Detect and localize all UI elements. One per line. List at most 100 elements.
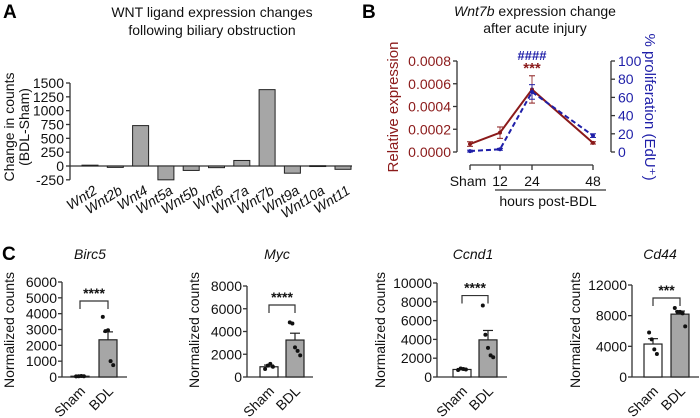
y-tick-label: 250 [41, 144, 65, 160]
data-point [111, 363, 116, 368]
y-tick-label: 4000 [211, 324, 242, 340]
chart-title: Ccnd1 [453, 246, 493, 262]
y-axis-label-right: % proliferation (EdU⁺) [641, 33, 658, 180]
bar-Wnt6 [208, 165, 225, 169]
data-point [491, 355, 496, 360]
data-point [647, 330, 652, 335]
y-axis-label-left: Relative expression [385, 42, 402, 173]
bar-bdl [98, 339, 118, 378]
y-tick-label: 5000 [26, 290, 57, 306]
y-tick-label-right: 80 [618, 71, 634, 87]
data-point [680, 311, 685, 316]
data-point [81, 374, 86, 379]
series-line-left [469, 87, 594, 145]
x-tick-label: Sham [450, 173, 487, 189]
y-tick-label: 8000 [211, 278, 242, 294]
data-point [463, 367, 468, 372]
chart-birc5: Birc5 Normalized counts 010002000300040005… [1, 246, 127, 418]
bar-Wnt2 [81, 164, 99, 167]
bar-Wnt7a [233, 159, 251, 167]
chart-title: Cd44 [643, 246, 677, 262]
data-point [530, 89, 534, 94]
data-point [480, 303, 485, 308]
significance-marker: #### [518, 48, 548, 63]
panel-label-a: A [3, 2, 17, 23]
y-tick-label: 1000 [26, 353, 57, 369]
y-tick-label-right: 100 [618, 53, 642, 69]
significance-stars: **** [271, 289, 293, 305]
chart-ccnd1: Ccnd1 Normalized counts 0 2000 4000 6000 8000 1… [372, 246, 507, 418]
data-point [652, 347, 657, 352]
y-tick-label: -250 [36, 172, 64, 188]
y-tick-label: 2000 [26, 337, 57, 353]
y-tick-label: 0 [56, 158, 64, 174]
y-tick-label: 4000 [401, 331, 432, 347]
chart-myc: Myc Normalized counts 0 2000 4000 6000 8000 Sha… [186, 246, 313, 418]
chart-title: WNT ligand expression changes [111, 4, 312, 20]
y-tick-label-right: 20 [618, 126, 634, 142]
x-tick-label: 48 [585, 173, 601, 189]
data-point [683, 324, 688, 329]
data-point [468, 149, 472, 154]
data-point [106, 328, 110, 333]
bar-sham [452, 368, 472, 378]
data-point [468, 142, 472, 147]
data-point [100, 314, 105, 319]
y-tick-label-left: 0.0008 [408, 53, 451, 69]
y-tick-label: 2000 [401, 350, 432, 366]
data-point [591, 133, 595, 138]
y-tick-label-left: 0.0006 [408, 76, 451, 92]
data-point [591, 140, 595, 145]
data-point [298, 353, 303, 358]
data-point [270, 364, 275, 369]
significance-stars: **** [83, 285, 105, 301]
bar-Wnt11 [334, 165, 352, 170]
panel-label-c: C [2, 244, 16, 265]
y-tick-label: 0 [619, 369, 627, 385]
y-tick-label: 0 [424, 369, 432, 385]
y-axis-label: Normalized counts [567, 272, 583, 388]
y-tick-label: 6000 [211, 301, 242, 317]
data-point [290, 321, 295, 326]
x-tick-label: BDL [273, 383, 304, 414]
bar-Wnt10a [309, 165, 327, 168]
data-point [295, 348, 300, 353]
y-tick-label: 500 [41, 130, 65, 146]
significance-bracket [79, 300, 109, 309]
y-axis-label: Normalized counts [1, 272, 17, 388]
y-tick-label: 1250 [33, 89, 64, 105]
y-tick-label-right: 60 [618, 89, 634, 105]
y-axis-label: Change in counts [1, 73, 17, 182]
data-point [654, 352, 659, 356]
x-axis-label: hours post-BDL [499, 193, 596, 209]
title-rest: expression change [495, 3, 617, 19]
data-point [498, 130, 502, 135]
significance-stars: **** [464, 280, 486, 296]
x-tick-label: BDL [658, 383, 689, 414]
y-tick-label: 1000 [33, 103, 64, 119]
y-tick-label: 8000 [401, 294, 432, 310]
bar-Wnt5b [182, 165, 200, 171]
y-tick-label-left: 0.0004 [408, 99, 451, 115]
bar-Wnt7b [258, 89, 276, 167]
y-tick-label-right: 0 [618, 144, 626, 160]
chart-title: Birc5 [74, 246, 106, 262]
chart-title: Myc [264, 246, 290, 262]
bar-Wnt5a [157, 165, 175, 181]
y-tick-label: 0 [234, 369, 242, 385]
data-point [498, 147, 502, 152]
y-tick-label-left: 0.0002 [408, 121, 451, 137]
y-tick-label: 6000 [401, 313, 432, 329]
bar-sham [259, 366, 279, 378]
data-point [293, 345, 297, 350]
data-point [483, 332, 488, 337]
y-axis-label: Normalized counts [186, 272, 202, 388]
y-tick-label: 12000 [588, 277, 627, 293]
x-tick-label: BDL [86, 383, 117, 414]
y-tick-label: 750 [41, 117, 65, 133]
chart-title-line2: after acute injury [483, 20, 587, 36]
significance-stars: *** [658, 282, 675, 298]
data-point [672, 306, 677, 310]
